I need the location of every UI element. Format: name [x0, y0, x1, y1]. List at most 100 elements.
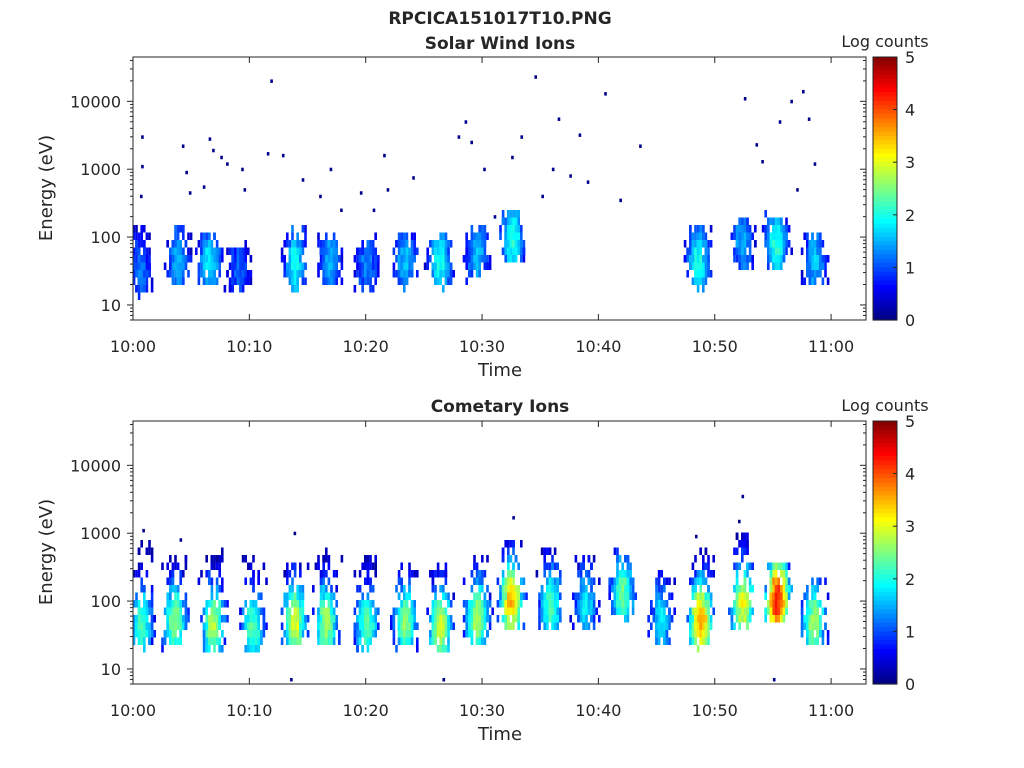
spectrogram-cell	[439, 570, 442, 578]
spectrogram-cell	[447, 622, 450, 630]
spectrogram-cell	[449, 277, 453, 285]
colorbar-segment	[873, 236, 897, 242]
y-axis-label: Energy (eV)	[36, 135, 57, 241]
spectrogram-cell	[288, 585, 292, 593]
spectrogram-cell	[553, 615, 557, 623]
spectrogram-cell	[319, 622, 323, 630]
spectrogram-cell	[247, 270, 250, 278]
spectrogram-cell	[182, 277, 185, 285]
spectrogram-cell	[431, 600, 435, 608]
spectrogram-cell	[481, 232, 484, 240]
spectrogram-cell	[540, 607, 544, 615]
spectrogram-cell	[374, 255, 377, 263]
spectrogram-cell	[325, 240, 328, 248]
spectrogram-cell	[741, 255, 744, 263]
spectrogram-cell	[616, 592, 619, 600]
spectrogram-cell	[249, 645, 253, 653]
spectrogram-cell	[215, 255, 219, 263]
spectrogram-cell	[702, 285, 705, 293]
spectrogram-cell	[522, 240, 526, 248]
spectrogram-cell	[668, 577, 671, 585]
spectrogram-cell	[184, 592, 188, 600]
spectrogram-cell	[517, 585, 520, 593]
spectrogram-cell	[184, 255, 188, 263]
spectrogram-cell	[205, 555, 208, 563]
spectrogram-cell	[704, 577, 708, 585]
spectrogram-cell	[478, 262, 481, 270]
spectrogram-cell	[449, 240, 453, 248]
spectrogram-cell	[509, 570, 513, 578]
spectrogram-cell	[197, 262, 201, 270]
spectrogram-cell	[413, 255, 416, 263]
spectrogram-cell	[655, 637, 658, 645]
spectrogram-cell	[161, 645, 164, 653]
spectrogram-cell	[361, 247, 364, 255]
spectrogram-cell	[626, 592, 630, 600]
spectrogram-cell	[366, 592, 370, 600]
spectrogram-cell	[655, 600, 658, 608]
spectrogram-cell	[751, 255, 754, 263]
spectrogram-cell	[174, 262, 177, 270]
spectrogram-cell	[449, 262, 453, 270]
spectrogram-cell	[213, 255, 216, 263]
spectrogram-cell	[374, 630, 377, 638]
spectrogram-cell	[202, 262, 206, 270]
spectrogram-cell	[143, 270, 146, 278]
spectrogram-cell	[325, 622, 328, 630]
data-point	[266, 152, 270, 156]
spectrogram-cell	[358, 622, 362, 630]
spectrogram-cell	[434, 630, 437, 638]
data-point	[319, 194, 322, 199]
spectrogram-cell	[512, 600, 515, 608]
spectrogram-cell	[704, 630, 708, 638]
spectrogram-cell	[176, 277, 180, 285]
spectrogram-cell	[127, 270, 130, 278]
spectrogram-cell	[143, 240, 146, 248]
colorbar-segment	[873, 131, 897, 137]
colorbar-segment	[873, 149, 897, 155]
data-point	[743, 97, 747, 101]
spectrogram-cell	[712, 570, 715, 578]
spectrogram-cell	[179, 225, 182, 233]
spectrogram-cell	[452, 270, 455, 278]
spectrogram-cell	[325, 607, 328, 615]
spectrogram-cell	[475, 255, 479, 263]
spectrogram-cell	[171, 255, 175, 263]
spectrogram-cell	[696, 277, 700, 285]
spectrogram-cell	[364, 615, 367, 623]
spectrogram-cell	[504, 607, 507, 615]
data-point	[226, 162, 229, 166]
spectrogram-cell	[127, 623, 130, 631]
axes-frame	[132, 56, 867, 321]
spectrogram-cell	[431, 585, 435, 593]
spectrogram-cell	[171, 570, 175, 578]
spectrogram-cell	[520, 240, 523, 248]
spectrogram-cell	[179, 607, 182, 615]
spectrogram-cell	[241, 607, 245, 615]
spectrogram-cell	[504, 600, 507, 608]
spectrogram-cell	[330, 262, 333, 270]
colorbar-segment	[873, 315, 897, 321]
spectrogram-cell	[499, 600, 502, 608]
spectrogram-cell	[161, 562, 164, 570]
spectrogram-cell	[707, 615, 710, 623]
spectrogram-cell	[244, 622, 247, 630]
spectrogram-cell	[291, 577, 294, 585]
spectrogram-cell	[239, 607, 242, 615]
spectrogram-cell	[369, 285, 372, 293]
spectrogram-cell	[816, 255, 819, 263]
spectrogram-cell	[595, 607, 598, 615]
spectrogram-cell	[548, 592, 552, 600]
spectrogram-cell	[772, 232, 775, 240]
spectrogram-cell	[150, 637, 154, 645]
spectrogram-cell	[330, 270, 333, 278]
colorbar-segment	[873, 249, 897, 255]
spectrogram-cell	[598, 577, 601, 585]
spectrogram-cell	[356, 270, 359, 278]
data-point	[551, 167, 555, 172]
spectrogram-cell	[691, 585, 695, 593]
spectrogram-cell	[821, 255, 825, 263]
spectrogram-cell	[208, 255, 211, 263]
spectrogram-cell	[395, 585, 398, 593]
spectrogram-cell	[764, 232, 767, 240]
